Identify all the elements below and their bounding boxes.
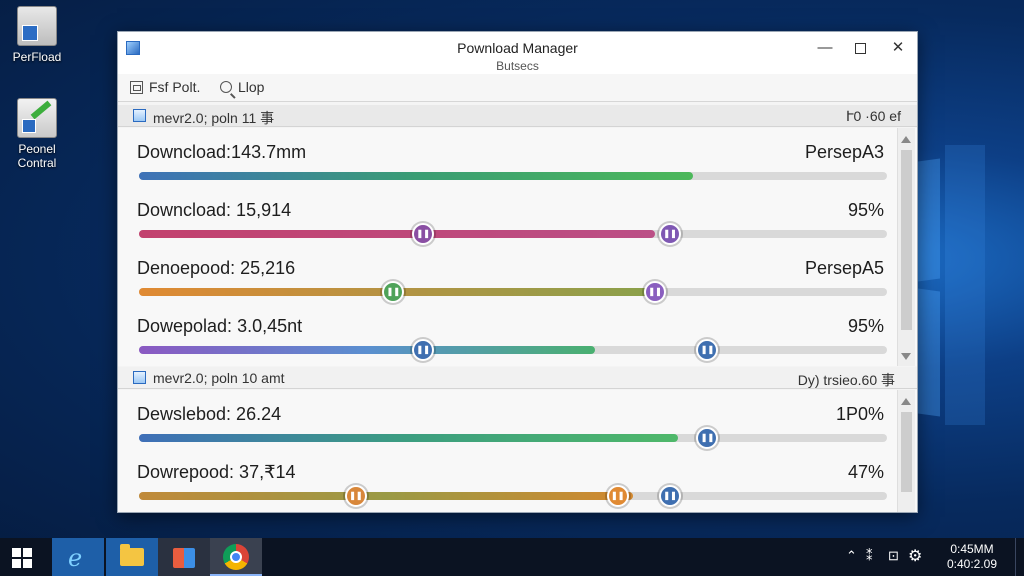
download-row[interactable]: Downcload:143.7mm PersepA3 [118,128,894,186]
progress-fill [139,434,678,442]
download-manager-window: Pownload Manager Butsecs — ✕ Fsf Polt. L… [117,31,918,513]
group-header[interactable]: mevr2.0; poln 11 事 Ւ0 ·60 ef [118,105,917,127]
download-label: Denoepood: 25,216 [137,258,296,278]
chrome-icon [223,544,249,570]
group-header-info: Ւ0 ·60 ef [845,108,901,124]
download-row[interactable]: Dewslebod: 26.24 1P0% ❚❚ [118,390,894,449]
scroll-thumb[interactable] [901,412,912,492]
show-desktop-button[interactable] [1015,538,1019,576]
folder-icon [133,371,146,384]
progress-fill [139,346,596,354]
download-label: Downcload:143.7mm [137,142,307,162]
download-label: Dowepolad: 3.0,45nt [137,316,303,336]
app-icon [126,41,140,55]
scroll-thumb[interactable] [901,150,912,330]
pause-handle-icon[interactable]: ❚❚ [606,485,629,507]
scroll-down-icon[interactable] [901,353,911,360]
volume-icon[interactable]: ⊡ [888,548,899,563]
desktop-icon-label: Peonel Contral [17,142,57,170]
download-label: Dewslebod: 26.24 [137,404,282,424]
group-header-label: mevr2.0; poln 11 事 [153,110,275,126]
pause-handle-icon[interactable]: ❚❚ [659,223,682,245]
search-label: Llop [238,79,265,95]
taskbar-store[interactable] [158,538,210,576]
pause-handle-icon[interactable]: ❚❚ [412,223,435,245]
progress-fill [139,492,633,500]
start-button[interactable] [12,548,32,568]
progress-bar[interactable]: ❚❚ ❚❚ ❚❚ [139,485,887,507]
download-status: PersepA3 [804,142,884,162]
scroll-up-icon[interactable] [901,136,911,143]
progress-bar[interactable]: ❚❚ ❚❚ [139,223,887,245]
desktop-light-beam [945,145,985,425]
download-status: 1P0% [835,404,884,424]
pause-handle-icon[interactable]: ❚❚ [412,339,435,361]
group-header-label: mevr2.0; poln 10 amt [153,370,285,386]
title-bar[interactable]: Pownload Manager Butsecs — ✕ [118,32,917,74]
taskbar-internet-explorer[interactable]: e [52,538,104,576]
clock-time: 0:45MM [950,542,994,556]
download-row[interactable]: Dowrepood: 37,₹14 47% ❚❚ ❚❚ ❚❚ [118,448,894,507]
download-status: 95% [847,200,884,220]
window-title: Pownload Manager [457,40,578,56]
pause-handle-icon[interactable]: ❚❚ [644,281,667,303]
taskbar-file-explorer[interactable] [106,538,158,576]
preferences-button[interactable]: Fsf Polt. [130,79,200,95]
pause-handle-icon[interactable]: ❚❚ [382,281,405,303]
progress-bar[interactable]: ❚❚ ❚❚ [139,281,887,303]
search-icon [220,81,232,93]
preferences-label: Fsf Polt. [149,79,201,95]
scroll-up-icon[interactable] [901,398,911,405]
search-button[interactable]: Llop [220,79,264,95]
taskbar: e ⌃ ⁑ ⊡ ⚙ 0:45MM 0:40:2.09 [0,538,1024,576]
download-row[interactable]: Denoepood: 25,216 PersepA5 ❚❚ ❚❚ [118,244,894,303]
download-row[interactable]: Downcload: 15,914 95% ❚❚ ❚❚ [118,186,894,245]
download-status: 95% [847,316,884,336]
download-list: Downcload:143.7mm PersepA3 Downcload: 15,9… [118,128,917,366]
pause-handle-icon[interactable]: ❚❚ [696,427,719,449]
group-header[interactable]: mevr2.0; poln 10 amt Dy) trsieo.60 事 [118,367,917,389]
maximize-icon [854,42,866,54]
taskbar-clock[interactable]: 0:45MM 0:40:2.09 [944,542,1000,572]
minimize-button[interactable]: — [817,39,833,56]
group-header-info: Dy) trsieo.60 事 [797,372,895,388]
download-list: Dewslebod: 26.24 1P0% ❚❚ Dowrepood: 37,₹14 4… [118,390,917,512]
network-icon[interactable]: ⁑ [866,548,873,563]
download-label: Dowrepood: 37,₹14 [137,462,296,482]
desktop-light-beam [918,288,940,417]
pause-handle-icon[interactable]: ❚❚ [659,485,682,507]
download-status: 47% [847,462,884,482]
document-icon [130,80,143,94]
window-subtitle: Butsecs [496,59,539,73]
desktop-light-beam [918,158,940,282]
control-panel-icon [17,98,57,138]
folder-icon [133,109,146,122]
scrollbar[interactable] [897,390,915,512]
progress-fill [139,172,693,180]
close-button[interactable]: ✕ [891,39,905,56]
pause-handle-icon[interactable]: ❚❚ [344,485,367,507]
tray-overflow-icon[interactable]: ⌃ [846,548,857,563]
scrollbar[interactable] [897,128,915,366]
file-explorer-icon [120,544,144,566]
settings-gear-icon[interactable]: ⚙ [908,548,923,565]
progress-bar[interactable]: ❚❚ [139,427,887,449]
download-row[interactable]: Dowepolad: 3.0,45nt 95% ❚❚ ❚❚ [118,302,894,361]
toolbar: Fsf Polt. Llop [118,74,917,102]
store-icon [173,548,195,568]
progress-bar[interactable]: ❚❚ ❚❚ [139,339,887,361]
download-status: PersepA5 [804,258,884,278]
desktop-icon-control-panel[interactable]: Peonel Contral [2,98,72,170]
clock-date: 0:40:2.09 [946,557,998,571]
internet-explorer-icon: e [68,544,83,572]
pause-handle-icon[interactable]: ❚❚ [696,339,719,361]
desktop-icon-label: PerFload [12,50,62,64]
taskbar-chrome[interactable] [210,538,262,576]
perfload-icon [17,6,57,46]
progress-fill [139,230,656,238]
progress-bar[interactable] [139,172,887,180]
maximize-button[interactable] [845,38,875,58]
download-label: Downcload: 15,914 [137,200,292,220]
desktop-icon-perfload[interactable]: PerFload [2,6,72,64]
